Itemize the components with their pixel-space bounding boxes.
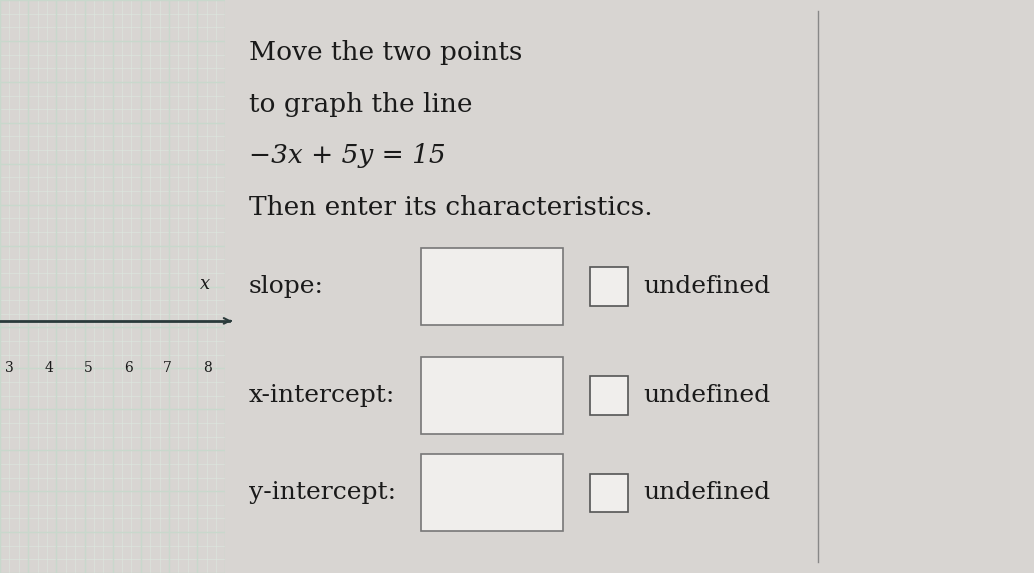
Text: to graph the line: to graph the line: [249, 92, 473, 117]
Text: undefined: undefined: [643, 384, 770, 407]
FancyBboxPatch shape: [421, 248, 564, 325]
Text: x-intercept:: x-intercept:: [249, 384, 395, 407]
Text: y-intercept:: y-intercept:: [249, 481, 396, 504]
Text: undefined: undefined: [643, 275, 770, 298]
Text: 4: 4: [44, 361, 53, 375]
FancyBboxPatch shape: [589, 474, 629, 512]
Text: Move the two points: Move the two points: [249, 40, 522, 65]
Text: Then enter its characteristics.: Then enter its characteristics.: [249, 195, 652, 220]
Text: 7: 7: [163, 361, 172, 375]
FancyBboxPatch shape: [589, 376, 629, 414]
FancyBboxPatch shape: [589, 268, 629, 305]
Text: undefined: undefined: [643, 481, 770, 504]
Text: −3x + 5y = 15: −3x + 5y = 15: [249, 143, 446, 168]
Text: 6: 6: [124, 361, 132, 375]
FancyBboxPatch shape: [421, 356, 564, 434]
Text: x: x: [200, 274, 210, 293]
Text: slope:: slope:: [249, 275, 324, 298]
Text: 3: 3: [4, 361, 13, 375]
Text: 5: 5: [84, 361, 93, 375]
FancyBboxPatch shape: [421, 454, 564, 532]
Text: 8: 8: [203, 361, 212, 375]
